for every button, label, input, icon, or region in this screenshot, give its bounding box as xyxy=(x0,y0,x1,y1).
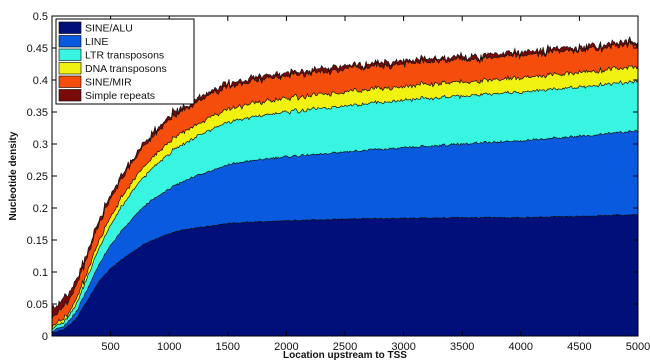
x-tick-label: 1000 xyxy=(157,341,181,353)
legend-label: LTR transposons xyxy=(85,50,164,62)
x-axis: 500 1000 1500 2000 2500 3000 3500 4000 4500 5000 xyxy=(101,16,650,353)
legend-swatch xyxy=(58,21,82,34)
y-tick-label: 0.15 xyxy=(27,235,48,247)
x-tick-label: 4000 xyxy=(509,341,533,353)
x-tick-label: 2000 xyxy=(274,341,298,353)
legend-label: LINE xyxy=(85,36,108,48)
y-tick-label: 0.45 xyxy=(27,43,48,55)
x-tick-label: 3000 xyxy=(391,341,415,353)
legend-label: SINE/MIR xyxy=(85,77,132,89)
x-tick-label: 2500 xyxy=(333,341,357,353)
y-tick-label: 0.5 xyxy=(33,11,48,23)
legend-swatch xyxy=(58,62,82,75)
legend-label: DNA transposons xyxy=(85,63,167,75)
x-axis-title: Location upstream to TSS xyxy=(283,350,407,360)
y-tick-label: 0.35 xyxy=(27,107,48,119)
x-tick-label: 1500 xyxy=(216,341,240,353)
y-tick-label: 0.1 xyxy=(33,267,48,279)
series-areas xyxy=(51,36,639,337)
x-tick-label: 3500 xyxy=(450,341,474,353)
x-tick-label: 5000 xyxy=(626,341,650,353)
legend-swatch xyxy=(58,35,82,48)
legend-label: SINE/ALU xyxy=(85,23,133,35)
y-tick-label: 0.4 xyxy=(33,75,48,87)
legend-swatch xyxy=(58,75,82,88)
y-tick-label: 0.05 xyxy=(27,299,48,311)
y-axis-title: Nucleotide density xyxy=(8,131,19,220)
y-tick-label: 0.2 xyxy=(33,203,48,215)
x-tick-label: 4500 xyxy=(567,341,591,353)
y-tick-label: 0 xyxy=(42,331,48,343)
y-tick-label: 0.3 xyxy=(33,139,48,151)
legend-label: Simple repeats xyxy=(85,90,155,102)
x-tick-label: 500 xyxy=(101,341,119,353)
legend-swatch xyxy=(58,48,82,61)
legend-swatch xyxy=(58,89,82,102)
y-axis: 0 0.05 0.1 0.15 0.2 0.25 0.3 0.35 0.4 0.45 0.5 xyxy=(27,11,638,343)
y-tick-label: 0.25 xyxy=(27,171,48,183)
